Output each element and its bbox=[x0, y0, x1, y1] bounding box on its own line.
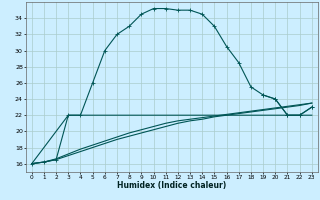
X-axis label: Humidex (Indice chaleur): Humidex (Indice chaleur) bbox=[117, 181, 227, 190]
